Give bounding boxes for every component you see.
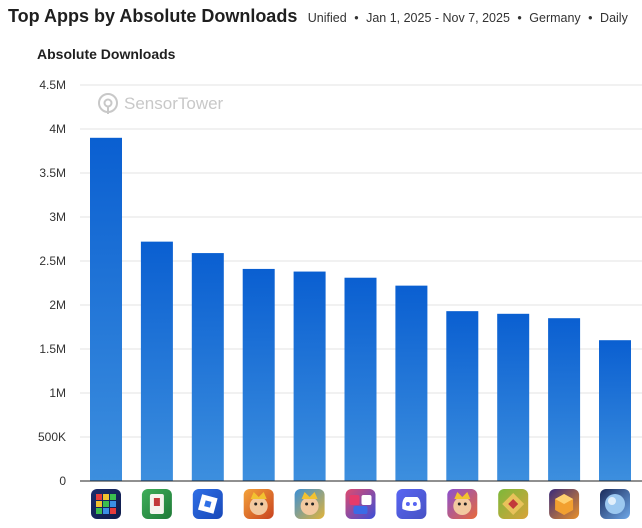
bar[interactable]	[344, 277, 377, 481]
y-tick-label: 1.5M	[39, 342, 66, 356]
discord-app-icon[interactable]	[396, 489, 427, 519]
subtitle-granularity: Daily	[600, 11, 628, 25]
watermark-brand-first: Sensor	[124, 94, 178, 113]
y-tick-label: 3M	[49, 210, 66, 224]
subtitle-separator: •	[517, 11, 522, 25]
royal-match-app-icon[interactable]	[243, 489, 274, 519]
sensortower-watermark: SensorTower	[98, 93, 224, 114]
subtitle-separator: •	[588, 11, 593, 25]
chart-header: Top Apps by Absolute Downloads Unified •…	[8, 6, 628, 27]
y-tick-label: 4.5M	[39, 78, 66, 92]
y-tick-label: 4M	[49, 122, 66, 136]
watermark-brand-second: Tower	[178, 94, 224, 113]
subtitle-type: Unified	[307, 11, 347, 25]
subtitle-country: Germany	[529, 11, 581, 25]
y-axis-label: Absolute Downloads	[37, 46, 176, 62]
watermark-text: SensorTower	[124, 94, 224, 113]
bar[interactable]	[242, 268, 275, 481]
subtitle-separator: •	[354, 11, 359, 25]
mahjong-app-icon[interactable]	[141, 489, 172, 519]
block-puzzle-app-icon[interactable]	[91, 489, 121, 519]
planet-app-icon[interactable]	[600, 489, 630, 519]
bar[interactable]	[293, 271, 326, 481]
subway-surfers-app-icon[interactable]	[447, 489, 478, 519]
y-tick-label: 0	[59, 474, 66, 488]
bar[interactable]	[497, 313, 530, 481]
bar[interactable]	[599, 340, 631, 481]
bar[interactable]	[90, 137, 122, 482]
y-tick-label: 2M	[49, 298, 66, 312]
sensortower-logo-icon	[98, 93, 118, 114]
bar[interactable]	[140, 241, 173, 481]
merge-numbers-app-icon[interactable]	[345, 489, 376, 519]
puzzle-game-app-icon[interactable]	[498, 489, 529, 519]
subtitle-date-range: Jan 1, 2025 - Nov 7, 2025	[366, 11, 510, 25]
chart-subtitle: Unified • Jan 1, 2025 - Nov 7, 2025 • Ge…	[308, 11, 628, 25]
bar[interactable]	[446, 311, 479, 481]
roblox-app-icon[interactable]	[192, 489, 223, 519]
chart-title: Top Apps by Absolute Downloads	[8, 6, 298, 26]
y-tick-label: 1M	[49, 386, 66, 400]
bar[interactable]	[395, 285, 428, 481]
y-tick-label: 500K	[38, 430, 66, 444]
block-cube-app-icon[interactable]	[549, 489, 580, 519]
bars	[90, 137, 631, 482]
app-icons	[91, 489, 630, 519]
bar[interactable]	[548, 318, 581, 481]
y-tick-label: 3.5M	[39, 166, 66, 180]
bar[interactable]	[191, 253, 224, 481]
y-tick-label: 2.5M	[39, 254, 66, 268]
y-axis-ticks: 0 500K 1M 1.5M 2M 2.5M 3M 3.5M 4M 4.5M	[38, 78, 66, 488]
clash-royale-app-icon[interactable]	[294, 489, 325, 519]
